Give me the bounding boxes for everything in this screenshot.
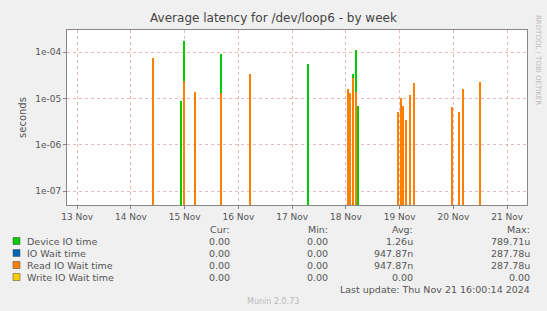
svg-text:Write IO Wait time: Write IO Wait time [27,272,114,283]
svg-text:0.00: 0.00 [209,236,230,247]
svg-text:0.00: 0.00 [307,260,328,271]
svg-text:789.71u: 789.71u [491,236,530,247]
svg-text:19 Nov: 19 Nov [384,212,417,222]
svg-text:Max:: Max: [507,224,530,235]
svg-text:15 Nov: 15 Nov [169,212,202,222]
svg-text:0.00: 0.00 [307,236,328,247]
svg-text:20 Nov: 20 Nov [437,212,470,222]
svg-text:1.26u: 1.26u [386,236,413,247]
svg-text:16 Nov: 16 Nov [222,212,255,222]
svg-text:13 Nov: 13 Nov [61,212,94,222]
svg-text:Avg:: Avg: [392,224,413,235]
svg-text:17 Nov: 17 Nov [276,212,309,222]
svg-text:1e-05: 1e-05 [35,94,61,104]
svg-text:0.00: 0.00 [209,260,230,271]
svg-text:Cur:: Cur: [210,224,230,235]
svg-text:Device IO time: Device IO time [27,236,97,247]
svg-text:0.00: 0.00 [307,248,328,259]
svg-text:1e-04: 1e-04 [35,47,61,57]
svg-text:seconds: seconds [17,97,28,138]
svg-text:947.87n: 947.87n [374,248,413,259]
svg-text:0.00: 0.00 [392,272,413,283]
svg-text:Min:: Min: [308,224,328,235]
svg-text:Average latency for /dev/loop6: Average latency for /dev/loop6 - by week [150,11,397,25]
svg-text:Last update: Thu Nov 21 16:00:: Last update: Thu Nov 21 16:00:14 2024 [340,284,530,295]
svg-text:Munin 2.0.73: Munin 2.0.73 [247,297,299,306]
svg-text:IO Wait time: IO Wait time [27,248,86,259]
svg-text:RRDTOOL / TOBI OETIKER: RRDTOOL / TOBI OETIKER [534,15,542,105]
svg-text:287.78u: 287.78u [491,248,530,259]
svg-text:0.00: 0.00 [209,272,230,283]
svg-text:18 Nov: 18 Nov [330,212,363,222]
svg-text:14 Nov: 14 Nov [115,212,148,222]
svg-text:0.00: 0.00 [509,272,530,283]
svg-text:1e-06: 1e-06 [35,140,61,150]
svg-text:0.00: 0.00 [209,248,230,259]
svg-text:287.78u: 287.78u [491,260,530,271]
svg-text:0.00: 0.00 [307,272,328,283]
svg-text:21 Nov: 21 Nov [491,212,524,222]
svg-text:1e-07: 1e-07 [35,186,61,196]
svg-text:Read IO Wait time: Read IO Wait time [27,260,113,271]
svg-text:947.87n: 947.87n [374,260,413,271]
